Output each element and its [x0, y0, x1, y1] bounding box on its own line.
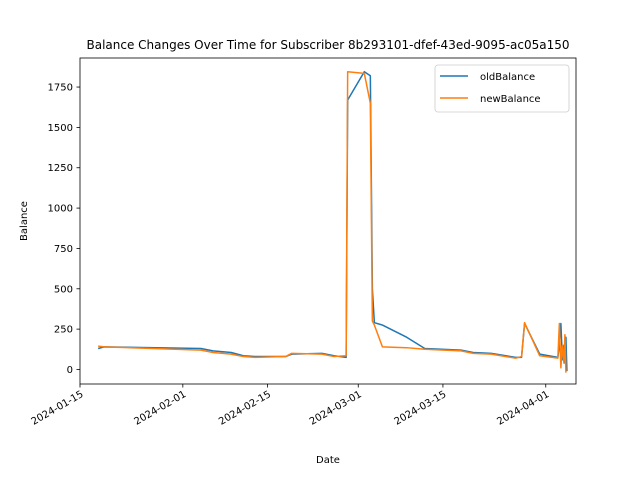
series-line-newBalance [98, 70, 567, 373]
legend-label-newBalance: newBalance [480, 94, 541, 105]
axes-frame [79, 57, 577, 385]
y-tick-label: 1000 [48, 204, 73, 215]
legend-label-oldBalance: oldBalance [480, 72, 535, 83]
plot-area [97, 70, 568, 373]
y-tick-label: 0 [67, 365, 73, 376]
y-tick-label: 500 [54, 284, 73, 295]
legend-box [434, 64, 570, 113]
legend: oldBalance newBalance [434, 64, 570, 113]
y-tick-label: 1250 [48, 163, 73, 174]
y-tick-label: 750 [54, 244, 73, 255]
y-tick-label: 250 [54, 325, 73, 336]
x-axis-label: Date [316, 455, 340, 466]
series-layer [97, 70, 568, 373]
y-axis-label: Balance [19, 201, 30, 241]
chart-title: Balance Changes Over Time for Subscriber… [86, 38, 569, 52]
y-tick-label: 1750 [48, 83, 73, 94]
y-tick-label: 1500 [48, 123, 73, 134]
y-axis: 0 250 500 750 1000 1250 1500 1750 [48, 83, 80, 376]
